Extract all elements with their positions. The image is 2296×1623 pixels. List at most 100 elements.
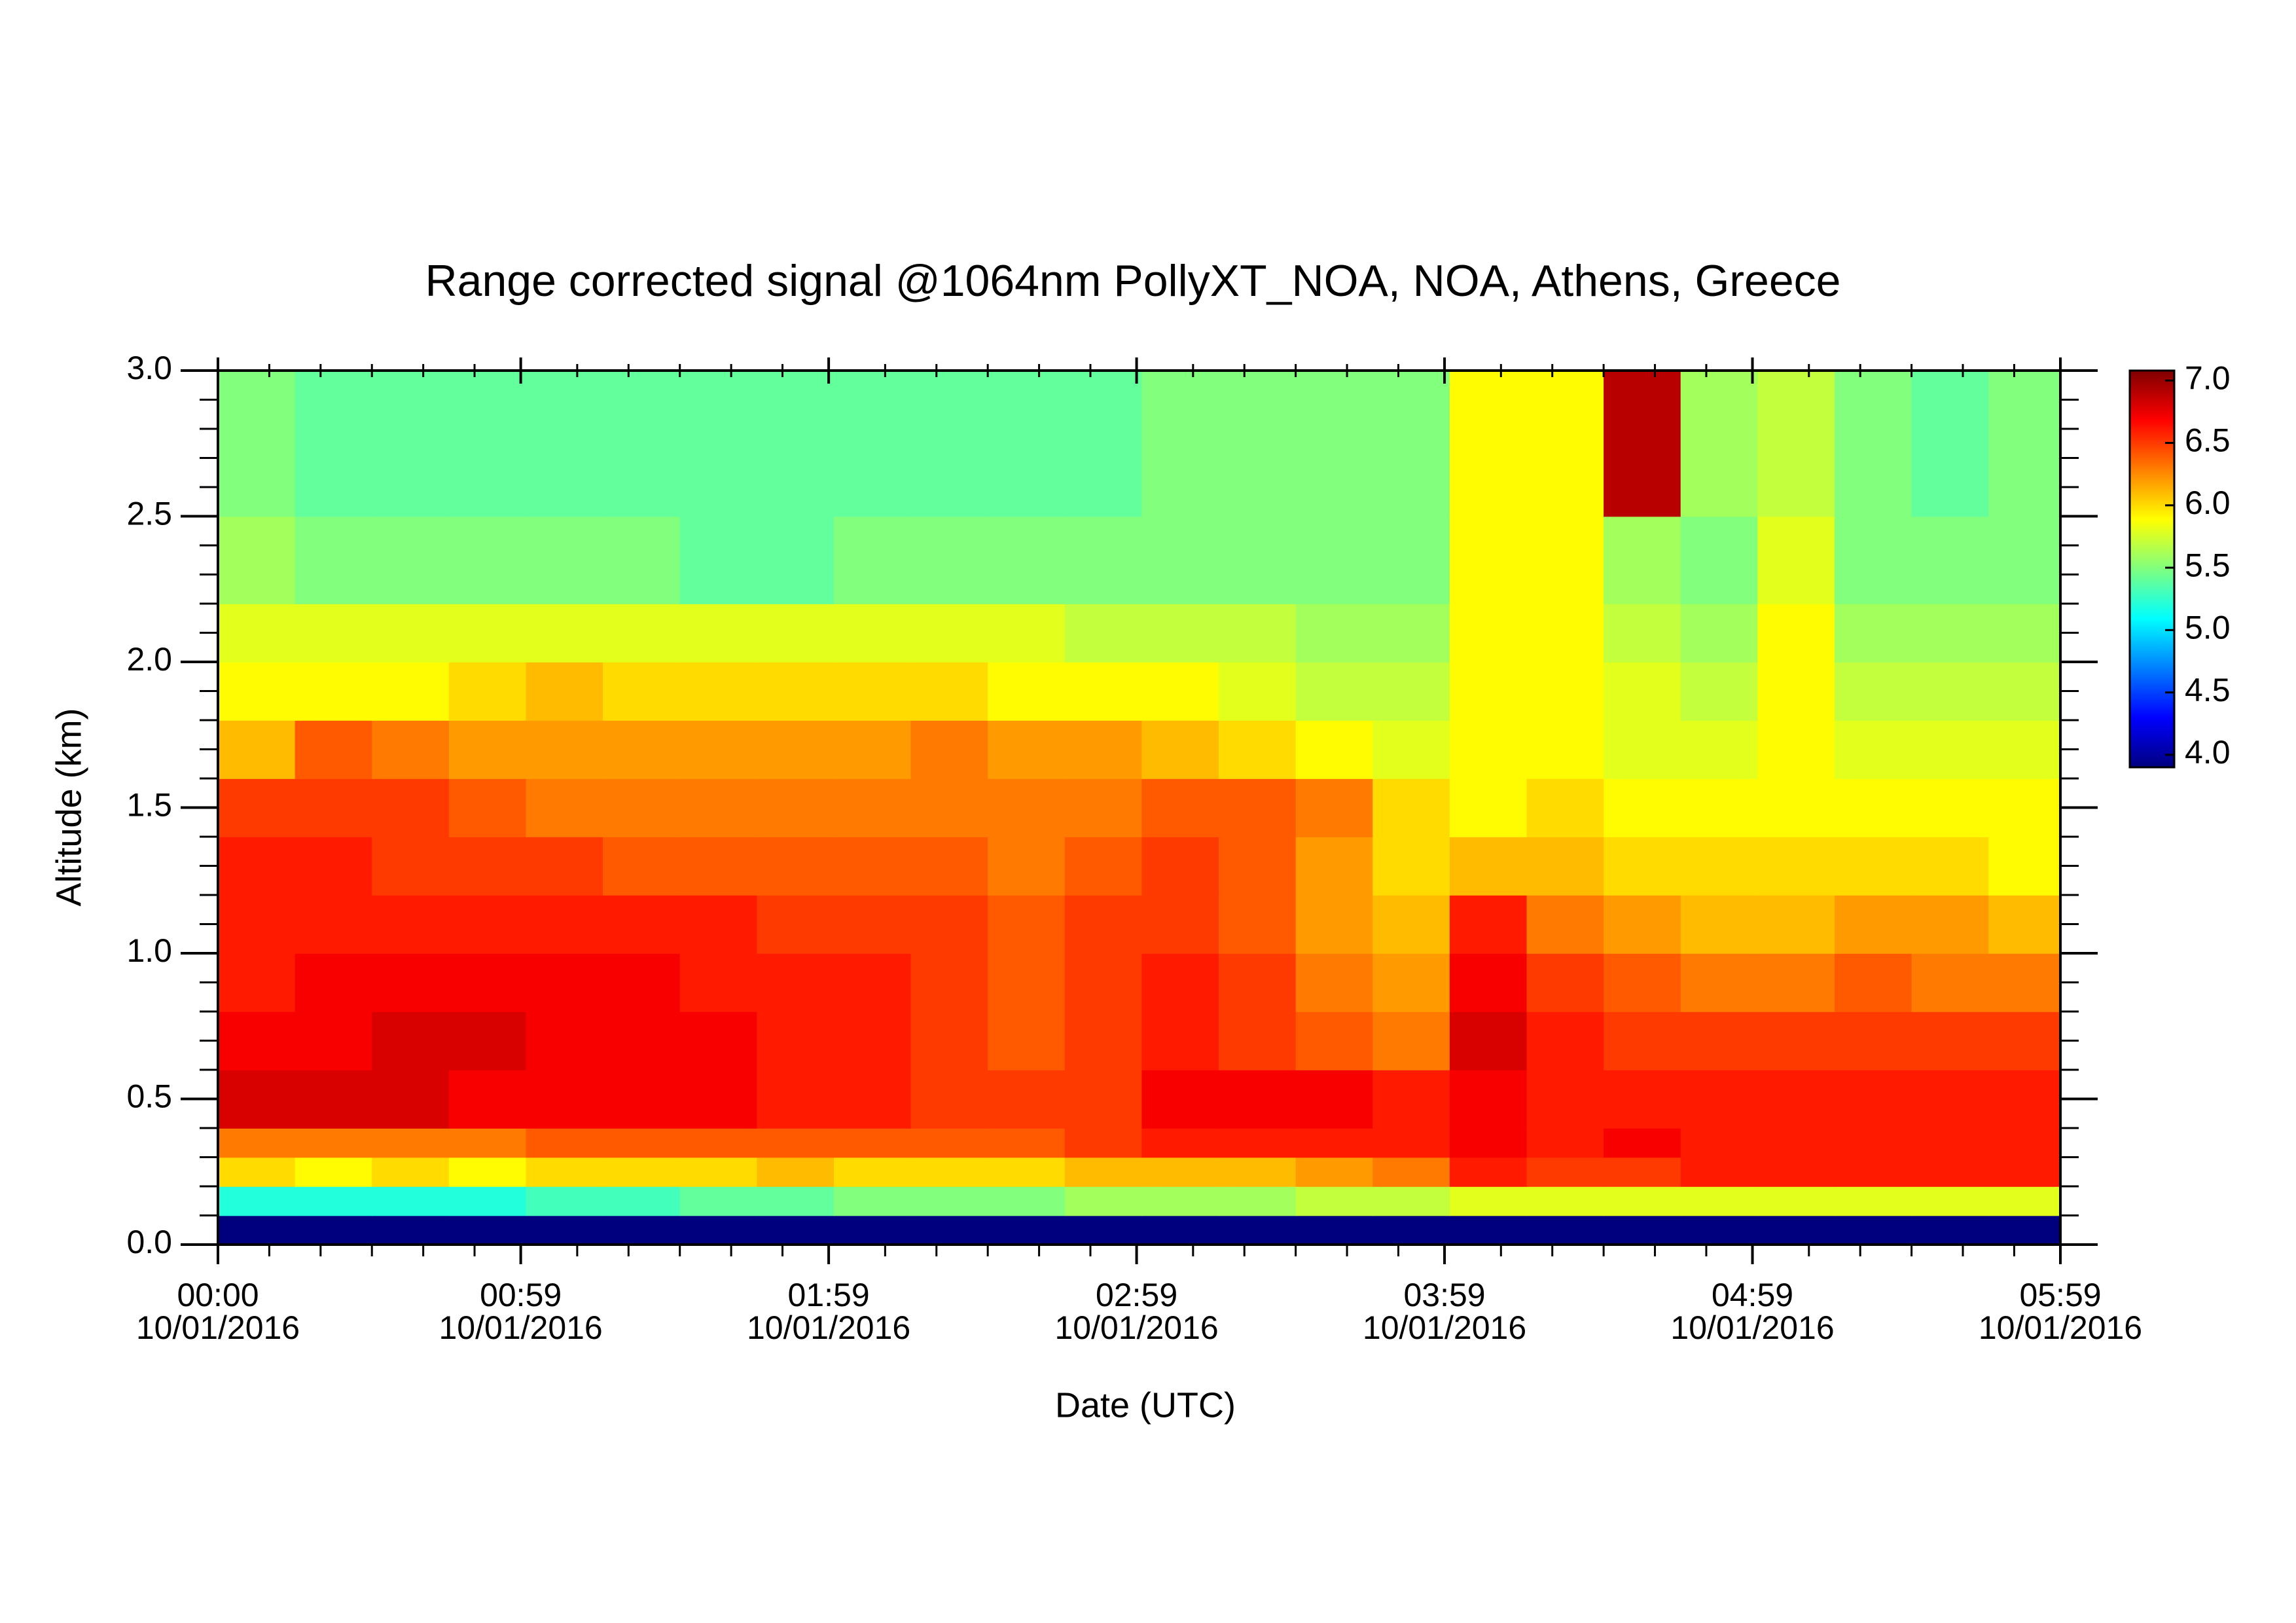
heatmap-cell	[833, 837, 912, 896]
heatmap-cell	[1911, 720, 1990, 779]
heatmap-cell	[526, 720, 603, 779]
heatmap-cell	[1526, 720, 1604, 779]
heatmap-cell	[1526, 1186, 1604, 1216]
heatmap-cell	[757, 516, 834, 604]
heatmap-cell	[372, 662, 450, 721]
heatmap-cell	[295, 662, 373, 721]
heatmap-cell	[1834, 604, 1912, 663]
heatmap-cell	[1064, 953, 1143, 1012]
heatmap-cell	[679, 1012, 758, 1070]
heatmap-cell	[218, 1215, 296, 1245]
heatmap-cell	[1680, 371, 1759, 517]
heatmap-cell	[526, 953, 603, 1012]
heatmap-cell	[1988, 1157, 2061, 1187]
heatmap-cell	[1834, 895, 1912, 954]
heatmap-cell	[757, 778, 834, 837]
heatmap-cell	[1295, 516, 1374, 604]
heatmap-cell	[295, 1157, 373, 1187]
x-tick-label: 10/01/2016	[1979, 1309, 2142, 1346]
heatmap-cell	[833, 895, 912, 954]
heatmap-cell	[679, 1157, 758, 1187]
heatmap-cell	[603, 1157, 681, 1187]
heatmap-cell	[295, 953, 373, 1012]
heatmap-cell	[1064, 604, 1143, 663]
heatmap-cell	[1141, 1012, 1219, 1070]
heatmap-cell	[603, 1186, 681, 1216]
heatmap-cell	[679, 778, 758, 837]
heatmap-cell	[988, 720, 1066, 779]
heatmap-cell	[1834, 778, 1912, 837]
heatmap-cell	[1219, 1012, 1297, 1070]
heatmap-cell	[757, 895, 834, 954]
heatmap-cell	[910, 662, 988, 721]
y-tick-label: 1.0	[126, 932, 172, 969]
heatmap-cell	[679, 837, 758, 896]
heatmap-cell	[1295, 371, 1374, 517]
x-tick-label: 10/01/2016	[1670, 1309, 1834, 1346]
heatmap-cell	[1064, 720, 1143, 779]
heatmap-cell	[1911, 778, 1990, 837]
heatmap-cell	[1988, 604, 2061, 663]
heatmap-cell	[1911, 604, 1990, 663]
heatmap-cell	[1064, 516, 1143, 604]
heatmap-cell	[1680, 604, 1759, 663]
heatmap-cell	[833, 1012, 912, 1070]
heatmap-cell	[1604, 778, 1681, 837]
heatmap-cell	[910, 604, 988, 663]
heatmap-cell	[1526, 778, 1604, 837]
heatmap-cell	[1141, 895, 1219, 954]
heatmap-cell	[218, 604, 296, 663]
heatmap-cell	[1911, 1070, 1990, 1129]
heatmap-cell	[295, 1128, 373, 1158]
x-tick-label: 05:59	[2019, 1277, 2101, 1313]
heatmap-cell	[1757, 662, 1835, 721]
heatmap-cell	[1372, 1186, 1450, 1216]
heatmap-cell	[526, 1186, 603, 1216]
heatmap-cell	[1988, 516, 2061, 604]
heatmap-cell	[1911, 1215, 1990, 1245]
heatmap-cell	[910, 1157, 988, 1187]
heatmap-cell	[1064, 837, 1143, 896]
heatmap-cell	[526, 1070, 603, 1129]
heatmap-cell	[1141, 837, 1219, 896]
heatmap-cell	[1372, 953, 1450, 1012]
heatmap-cell	[526, 1012, 603, 1070]
heatmap-cell	[218, 1070, 296, 1129]
heatmap-cell	[218, 1012, 296, 1070]
heatmap-cell	[1372, 1128, 1450, 1158]
heatmap-cell	[988, 662, 1066, 721]
heatmap-cell	[1526, 1012, 1604, 1070]
heatmap-cell	[218, 1186, 296, 1216]
heatmap-cell	[1372, 604, 1450, 663]
heatmap-cell	[1680, 953, 1759, 1012]
colorbar-tick-label: 7.0	[2185, 359, 2231, 396]
heatmap-cell	[1449, 837, 1528, 896]
heatmap-cell	[757, 604, 834, 663]
heatmap-cell	[1295, 1215, 1374, 1245]
heatmap-cell	[526, 1215, 603, 1245]
heatmap-cell	[1449, 1128, 1528, 1158]
heatmap-cell	[1604, 516, 1681, 604]
heatmap-cell	[1449, 953, 1528, 1012]
heatmap-cell	[526, 1128, 603, 1158]
heatmap-cell	[372, 778, 450, 837]
heatmap-cell	[1757, 1186, 1835, 1216]
heatmap-cell	[603, 720, 681, 779]
x-tick-label: 10/01/2016	[439, 1309, 603, 1346]
heatmap-cell	[679, 895, 758, 954]
heatmap	[218, 371, 2061, 1245]
heatmap-cell	[1295, 953, 1374, 1012]
heatmap-cell	[1604, 604, 1681, 663]
heatmap-cell	[218, 837, 296, 896]
heatmap-cell	[679, 371, 758, 517]
heatmap-cell	[1834, 1186, 1912, 1216]
heatmap-cell	[1372, 837, 1450, 896]
heatmap-cell	[988, 1215, 1066, 1245]
heatmap-cell	[603, 1215, 681, 1245]
heatmap-cell	[372, 837, 450, 896]
heatmap-cell	[1680, 1186, 1759, 1216]
heatmap-cell	[757, 720, 834, 779]
heatmap-cell	[833, 662, 912, 721]
heatmap-cell	[1449, 604, 1528, 663]
heatmap-cell	[1141, 604, 1219, 663]
